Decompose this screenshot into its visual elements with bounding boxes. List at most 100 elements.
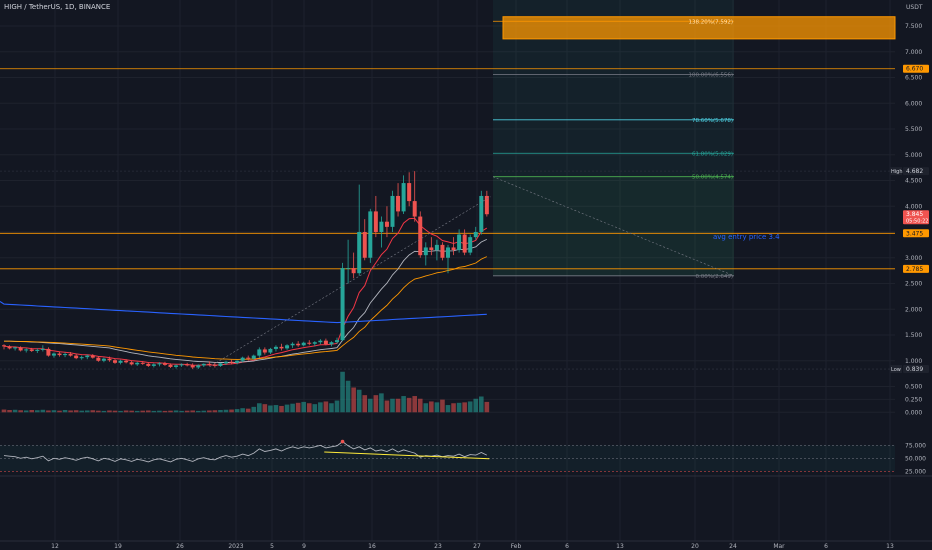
volume-bar — [207, 410, 212, 413]
candle-body — [285, 345, 290, 349]
avg-entry-annotation: avg entry price 3.4 — [713, 233, 780, 241]
price-label-text: 4.682 — [906, 168, 923, 175]
candle-body — [434, 244, 439, 251]
price-axis[interactable]: USDT 0.000 0.250 0.500 1.000 1.500 2.000 2.500 3… — [890, 0, 929, 416]
candle-body — [401, 183, 406, 212]
volume-bar — [456, 402, 462, 413]
volume-bar — [401, 396, 406, 413]
candle-body — [129, 362, 134, 365]
volume-bar — [334, 400, 340, 413]
candle-body — [40, 348, 45, 350]
price-tick-label: 0.500 — [905, 384, 922, 391]
volume-bar — [467, 401, 473, 413]
volume-bar — [262, 404, 268, 413]
fib-zone-fill — [493, 0, 734, 276]
volume-bar — [46, 410, 51, 413]
volume-bar — [445, 405, 451, 413]
candle-body — [135, 362, 140, 365]
candle-body — [207, 363, 212, 365]
candle-body — [101, 358, 106, 361]
date-tick-label: 5 — [270, 543, 274, 550]
date-tick-label: 24 — [729, 543, 737, 550]
volume-bar — [12, 409, 18, 413]
candle-body — [323, 340, 328, 345]
candle-body — [196, 365, 201, 368]
volume-bar — [340, 371, 345, 413]
candle-body — [96, 357, 101, 361]
volume-bar — [212, 410, 218, 413]
target-zone — [502, 16, 896, 40]
candle-body — [384, 221, 389, 227]
candle-body — [185, 364, 190, 366]
volume-bar — [329, 403, 334, 413]
candle-body — [174, 365, 179, 367]
candle-body — [329, 342, 334, 345]
candle-body — [57, 353, 62, 356]
candle-body — [51, 353, 56, 356]
date-axis[interactable]: 12 19 26 2023 5 9 16 23 27 Feb 6 13 20 24 Mar 6 13 — [0, 540, 932, 550]
volume-bar — [134, 410, 140, 413]
volume-bar — [90, 410, 96, 413]
volume-bar — [157, 410, 162, 413]
price-tick-label: 4.000 — [905, 203, 922, 210]
annotations: avg entry price 3.4 — [209, 176, 780, 368]
volume-bar — [479, 396, 484, 413]
volume-bar — [112, 410, 118, 413]
volume-bar — [245, 408, 251, 413]
price-label-text: 6.670 — [906, 66, 923, 73]
volume-bar — [184, 410, 190, 413]
candle-body — [224, 361, 228, 364]
volume-bar — [173, 410, 179, 413]
price-tick-label: 5.000 — [905, 152, 922, 159]
volume-bar — [129, 410, 134, 413]
rsi-tick-label: 75.000 — [905, 442, 926, 449]
volume-bar — [406, 397, 412, 413]
candle-body — [246, 357, 251, 359]
candle-body — [2, 345, 6, 347]
volume-bar — [107, 410, 112, 413]
candle-body — [362, 232, 367, 258]
rsi-tick-label: 50.000 — [905, 455, 926, 462]
volume-bar — [451, 403, 456, 413]
volume-bar — [29, 410, 35, 413]
candle-body — [157, 363, 162, 365]
volume-bar — [84, 410, 90, 413]
fib-target-label: 138.20%(7.592) — [688, 19, 733, 25]
currency-label: USDT — [906, 4, 923, 11]
candle-body — [35, 349, 40, 351]
candle-body — [118, 360, 123, 363]
candle-body — [446, 247, 450, 258]
candle-body — [251, 355, 256, 359]
candle-body — [346, 268, 351, 269]
rsi-tick-label: 25.000 — [905, 468, 926, 475]
candle-body — [212, 364, 217, 366]
volume-bar — [251, 406, 257, 413]
candle-body — [107, 358, 112, 361]
price-tick-label: 1.500 — [905, 332, 922, 339]
candle-body — [124, 360, 129, 363]
date-tick-label: 20 — [691, 543, 699, 550]
price-countdown: 05:50:22 — [906, 219, 928, 225]
volume-bar — [279, 405, 284, 413]
volume-bar — [40, 409, 46, 413]
grid — [0, 0, 895, 541]
candle-body — [90, 355, 95, 358]
price-tick-label: 7.500 — [905, 23, 922, 30]
price-tag-box — [890, 167, 902, 176]
volume-bar — [223, 409, 229, 413]
candle-body — [423, 247, 428, 256]
fib-projection-zone: 161.80%(8.809)138.20%(7.592)100.00%(6.55… — [493, 0, 896, 280]
price-tag-text: High — [891, 169, 903, 175]
candle-body — [318, 340, 323, 343]
candle-body — [307, 342, 312, 344]
volume-bar — [295, 402, 301, 413]
candle-body — [379, 221, 384, 232]
candle-body — [473, 232, 478, 238]
ema-mid-line — [4, 238, 487, 363]
volume-bar — [368, 398, 373, 413]
ema-200-line — [0, 301, 487, 324]
candle-body — [479, 195, 484, 232]
price-tick-label: 6.500 — [905, 75, 922, 82]
